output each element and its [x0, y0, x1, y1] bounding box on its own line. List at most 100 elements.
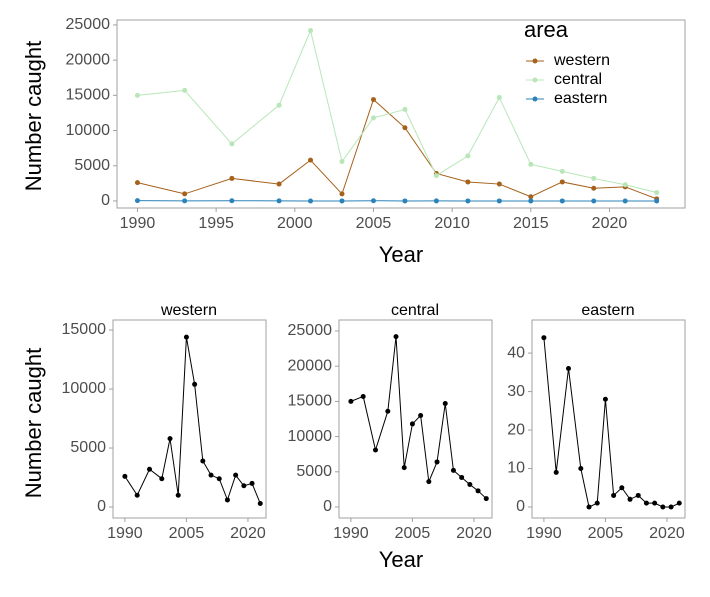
y-tick-label: 10 — [507, 460, 525, 477]
point — [182, 87, 188, 93]
point — [402, 125, 408, 131]
point — [348, 398, 354, 404]
point — [611, 492, 617, 498]
point — [276, 181, 282, 187]
x-axis-label: Year — [379, 242, 423, 267]
legend-title: area — [524, 17, 569, 42]
y-tick-label: 10000 — [288, 428, 333, 445]
point — [159, 476, 165, 482]
plot-frame — [112, 319, 267, 519]
point — [339, 198, 345, 204]
line — [137, 98, 657, 200]
plot-frame — [116, 19, 686, 209]
point — [496, 181, 502, 187]
point — [229, 198, 235, 204]
point — [591, 185, 597, 191]
point — [528, 198, 534, 204]
line — [137, 28, 657, 193]
point — [442, 401, 448, 407]
legend-label: western — [553, 52, 610, 69]
x-tick-label: 1990 — [526, 525, 562, 542]
y-tick-label: 30 — [507, 383, 525, 400]
point — [208, 472, 214, 478]
point — [402, 106, 408, 112]
point — [541, 335, 547, 341]
point — [134, 492, 140, 498]
point — [483, 496, 489, 502]
point — [426, 479, 432, 485]
point — [241, 483, 247, 489]
y-axis-label: Number caught — [21, 348, 46, 498]
point — [591, 198, 597, 204]
point — [370, 97, 376, 103]
y-tick-label: 0 — [516, 498, 525, 515]
point — [594, 500, 600, 506]
line — [350, 336, 487, 499]
point — [676, 500, 682, 506]
y-tick-label: 25000 — [66, 16, 111, 33]
point — [229, 175, 235, 181]
point — [339, 159, 345, 165]
point — [586, 504, 592, 510]
x-tick-label: 2020 — [649, 525, 685, 542]
point — [393, 334, 399, 340]
point — [134, 198, 140, 204]
point — [370, 198, 376, 204]
plot-frame — [531, 319, 686, 519]
point — [668, 504, 674, 510]
x-tick-label: 2010 — [434, 215, 470, 232]
x-tick-label: 2005 — [588, 525, 624, 542]
y-tick-label: 10000 — [66, 122, 111, 139]
point — [566, 365, 572, 371]
point — [465, 198, 471, 204]
x-tick-label: 2020 — [592, 215, 628, 232]
point — [433, 173, 439, 179]
point — [559, 198, 565, 204]
x-tick-label: 1990 — [333, 525, 369, 542]
line — [124, 337, 261, 504]
point — [175, 492, 181, 498]
point — [433, 198, 439, 204]
x-axis-label: Year — [379, 547, 423, 572]
y-tick-label: 15000 — [62, 321, 107, 338]
point — [373, 447, 379, 453]
y-tick-label: 5000 — [296, 463, 332, 480]
facet-title: western — [160, 302, 217, 319]
point — [249, 480, 255, 486]
legend-label: eastern — [554, 90, 607, 107]
point — [134, 180, 140, 186]
point — [276, 198, 282, 204]
point — [134, 92, 140, 98]
point — [233, 472, 239, 478]
y-tick-label: 5000 — [74, 157, 110, 174]
point — [602, 396, 608, 402]
y-tick-label: 0 — [101, 192, 110, 209]
x-tick-label: 1990 — [120, 215, 156, 232]
point — [467, 481, 473, 487]
y-tick-label: 0 — [97, 498, 106, 515]
y-tick-label: 0 — [323, 498, 332, 515]
point — [450, 467, 456, 473]
point — [528, 194, 534, 200]
point — [528, 161, 534, 167]
y-tick-label: 20000 — [66, 51, 111, 68]
point — [591, 175, 597, 181]
point — [200, 458, 206, 464]
point — [122, 473, 128, 479]
point — [308, 198, 314, 204]
point — [409, 421, 415, 427]
y-tick-label: 25000 — [288, 322, 333, 339]
point — [370, 115, 376, 121]
point — [360, 393, 366, 399]
x-tick-label: 2000 — [277, 215, 313, 232]
x-tick-label: 2015 — [513, 215, 549, 232]
point — [652, 500, 658, 506]
facet-title: eastern — [581, 302, 634, 319]
point — [401, 465, 407, 471]
point — [578, 466, 584, 472]
point — [475, 488, 481, 494]
y-tick-label: 20 — [507, 421, 525, 438]
point — [559, 168, 565, 174]
point — [257, 500, 263, 506]
point — [622, 182, 628, 188]
